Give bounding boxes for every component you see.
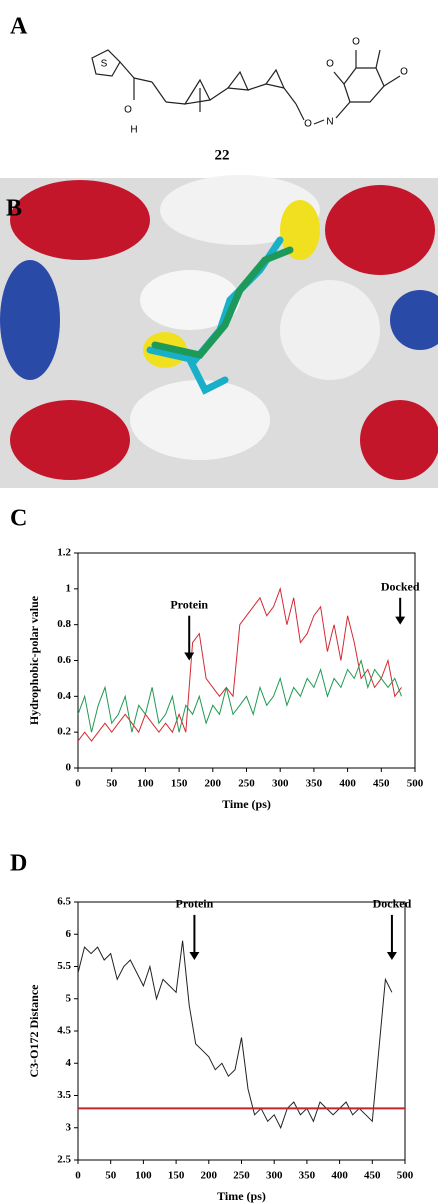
panel-label: A	[10, 14, 28, 40]
y-tick-label: 5.5	[57, 960, 71, 972]
atom-label: O	[326, 59, 334, 70]
annotation: Protein	[176, 897, 214, 911]
y-tick-label: 4	[66, 1057, 72, 1069]
surface-image	[0, 175, 438, 488]
y-tick-label: 1.2	[57, 547, 71, 559]
annotation-arrowhead	[395, 616, 406, 625]
x-tick-label: 350	[306, 778, 323, 790]
x-tick-label: 50	[106, 778, 118, 790]
plot-frame	[77, 552, 416, 769]
annotation-arrowhead	[386, 952, 397, 961]
y-tick-label: 3	[66, 1121, 72, 1133]
atom-label: H	[130, 125, 137, 136]
x-tick-label: 250	[238, 778, 255, 790]
panel-label: B	[6, 196, 22, 222]
x-tick-label: 100	[137, 778, 154, 790]
x-tick-label: 350	[299, 1170, 316, 1182]
y-tick-label: 5	[66, 992, 72, 1004]
annotation: Docked	[381, 580, 420, 594]
x-tick-label: 150	[171, 778, 188, 790]
panel-label: C	[10, 506, 27, 532]
y-tick-label: 0.8	[57, 618, 71, 630]
y-tick-label: 0.6	[57, 654, 71, 666]
y-axis-label: Hydrophobic-polar value	[27, 595, 41, 725]
y-tick-label: 2.5	[57, 1154, 71, 1166]
x-tick-label: 150	[168, 1170, 185, 1182]
series-line	[77, 940, 393, 1130]
y-tick-label: 4.5	[57, 1025, 71, 1037]
x-tick-label: 100	[135, 1170, 152, 1182]
y-axis-label: C3-O172 Distance	[27, 984, 41, 1078]
y-tick-label: 0	[66, 762, 72, 774]
y-tick-label: 0.4	[57, 690, 71, 702]
y-tick-label: 0.2	[57, 726, 71, 738]
x-tick-label: 400	[331, 1170, 348, 1182]
y-tick-label: 1	[66, 582, 72, 594]
x-tick-label: 0	[75, 1170, 81, 1182]
x-tick-label: 250	[233, 1170, 250, 1182]
atom-label: O	[304, 119, 312, 130]
y-tick-label: 3.5	[57, 1089, 71, 1101]
atom-label: S	[101, 59, 108, 70]
plot-frame	[77, 901, 406, 1161]
x-tick-label: 0	[75, 778, 81, 790]
y-tick-label: 6	[66, 928, 72, 940]
series-line	[77, 658, 402, 733]
x-tick-label: 200	[201, 1170, 218, 1182]
structure	[91, 49, 401, 125]
annotation: Docked	[373, 897, 412, 911]
compound-label: 22	[215, 147, 230, 163]
atom-label: O	[352, 37, 360, 48]
annotation-arrowhead	[189, 952, 200, 961]
x-tick-label: 50	[105, 1170, 117, 1182]
annotation: Protein	[170, 597, 208, 611]
x-tick-label: 450	[373, 778, 390, 790]
series-line	[77, 586, 402, 742]
x-axis-label: Time (ps)	[222, 797, 271, 811]
y-tick-label: 6.5	[57, 896, 71, 908]
panel-label: D	[10, 851, 27, 877]
x-tick-label: 300	[272, 778, 289, 790]
x-tick-label: 300	[266, 1170, 283, 1182]
x-tick-label: 400	[339, 778, 356, 790]
annotation-arrowhead	[184, 652, 195, 661]
atom-label: O	[124, 105, 132, 116]
x-tick-label: 500	[407, 778, 424, 790]
atom-label: N	[326, 117, 333, 128]
x-tick-label: 450	[364, 1170, 381, 1182]
atom-label: O	[400, 67, 408, 78]
x-axis-label: Time (ps)	[217, 1189, 266, 1203]
x-tick-label: 500	[397, 1170, 414, 1182]
x-tick-label: 200	[205, 778, 222, 790]
